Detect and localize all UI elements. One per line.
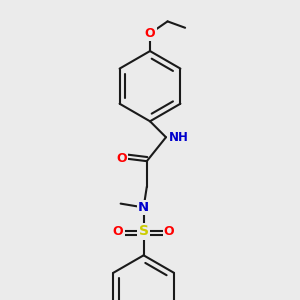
Text: O: O — [116, 152, 127, 165]
Text: O: O — [113, 225, 123, 238]
Text: N: N — [138, 201, 149, 214]
Text: S: S — [139, 224, 148, 239]
Text: O: O — [164, 225, 175, 238]
Text: O: O — [145, 27, 155, 40]
Text: NH: NH — [169, 131, 188, 144]
